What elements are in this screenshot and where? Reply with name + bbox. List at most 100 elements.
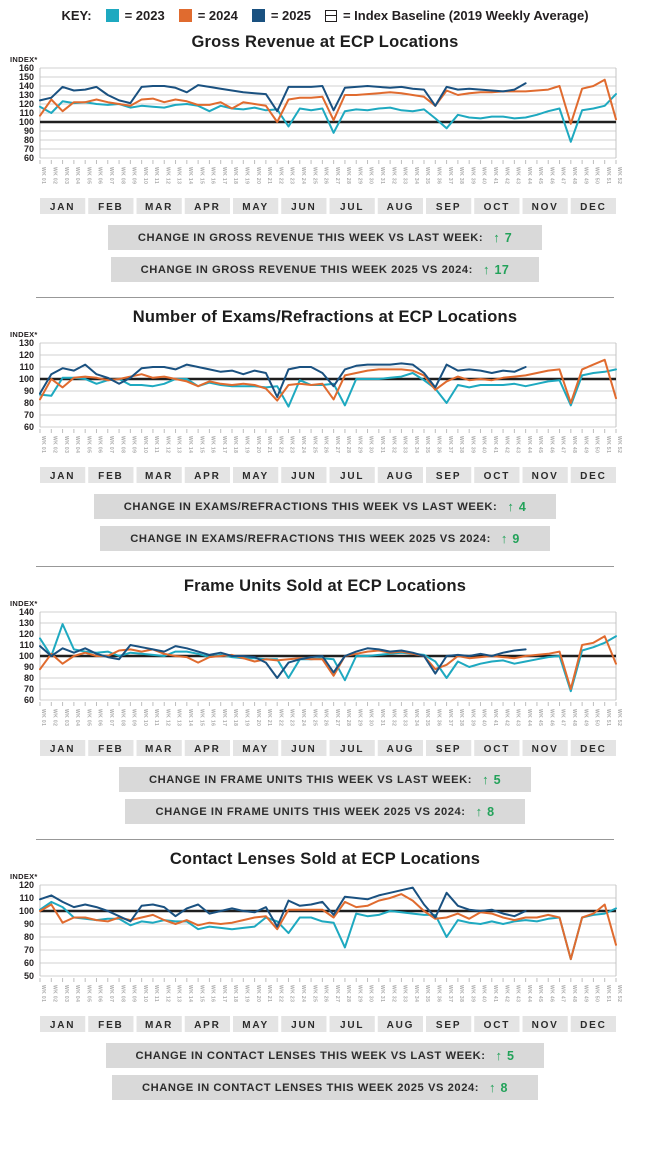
y-tick-label: 70 bbox=[24, 410, 34, 420]
week-tick-label: WK 35 bbox=[424, 436, 430, 453]
month-box bbox=[426, 740, 472, 756]
week-tick-label: WK 01 bbox=[40, 167, 46, 184]
week-tick-label: WK 42 bbox=[503, 436, 509, 453]
section-divider bbox=[36, 566, 614, 567]
month-label: DEC bbox=[580, 202, 607, 213]
week-tick-label: WK 41 bbox=[492, 985, 498, 1002]
y-tick-label: 140 bbox=[19, 81, 34, 91]
week-tick-label: WK 08 bbox=[119, 167, 125, 184]
week-tick-label: WK 37 bbox=[447, 985, 453, 1002]
month-label: JUN bbox=[291, 202, 316, 213]
callout-row: CHANGE IN EXAMS/REFRACTIONS THIS WEEK VS… bbox=[0, 494, 650, 519]
y-tick-label: 100 bbox=[19, 651, 34, 661]
week-tick-label: WK 47 bbox=[560, 985, 566, 1002]
series-2024-line bbox=[39, 893, 617, 961]
week-tick-label: WK 26 bbox=[323, 436, 329, 453]
callout-value: 5 bbox=[493, 772, 502, 787]
month-box bbox=[281, 1016, 327, 1032]
month-box bbox=[88, 1016, 134, 1032]
callout-text: CHANGE IN FRAME UNITS THIS WEEK VS LAST … bbox=[148, 773, 473, 786]
series-2024-line bbox=[39, 358, 617, 404]
week-tick-label: WK 47 bbox=[560, 709, 566, 726]
week-tick-label: WK 38 bbox=[458, 436, 464, 453]
week-tick-label: WK 25 bbox=[311, 985, 317, 1002]
index-baseline-icon bbox=[324, 9, 337, 22]
month-box bbox=[329, 1016, 375, 1032]
swatch-2025-icon bbox=[251, 9, 265, 22]
week-tick-label: WK 29 bbox=[356, 167, 362, 184]
y-tick-label: 70 bbox=[24, 144, 34, 154]
month-box bbox=[522, 1016, 568, 1032]
month-box bbox=[522, 198, 568, 214]
week-tick-label: WK 33 bbox=[402, 167, 408, 184]
week-tick-label: WK 02 bbox=[51, 436, 57, 453]
up-arrow-icon: ↑ bbox=[475, 804, 483, 819]
week-tick-label: WK 30 bbox=[368, 709, 374, 726]
swatch-2024-icon bbox=[178, 9, 192, 22]
callout-text: CHANGE IN EXAMS/REFRACTIONS THIS WEEK VS… bbox=[123, 500, 498, 513]
week-tick-label: WK 37 bbox=[447, 709, 453, 726]
month-box bbox=[426, 467, 472, 483]
series-2025-line bbox=[39, 362, 527, 398]
ecp-weekly-index-dashboard: KEY: = 2023 = 2024 = 2025 = Index Baseli… bbox=[0, 8, 650, 1100]
month-label: MAY bbox=[242, 1020, 269, 1031]
month-label: OCT bbox=[484, 471, 511, 482]
week-tick-label: WK 25 bbox=[311, 167, 317, 184]
month-label: NOV bbox=[532, 744, 559, 755]
chart-title-gross-revenue: Gross Revenue at ECP Locations bbox=[191, 33, 459, 51]
month-box bbox=[329, 198, 375, 214]
callout-value: 4 bbox=[518, 499, 527, 514]
callout-value: 17 bbox=[494, 262, 510, 277]
callout-gross-revenue-yoy: CHANGE IN GROSS REVENUE THIS WEEK 2025 V… bbox=[110, 257, 540, 282]
week-tick-label: WK 40 bbox=[481, 709, 487, 726]
week-tick-label: WK 29 bbox=[356, 985, 362, 1002]
week-tick-label: WK 52 bbox=[616, 709, 622, 726]
y-tick-label: 90 bbox=[24, 919, 34, 929]
y-tick-label: 80 bbox=[24, 932, 34, 942]
y-tick-label: 80 bbox=[24, 135, 34, 145]
week-tick-label: WK 35 bbox=[424, 709, 430, 726]
week-tick-label: WK 09 bbox=[131, 167, 137, 184]
month-label: JUL bbox=[340, 1020, 364, 1031]
week-tick-label: WK 20 bbox=[255, 985, 261, 1002]
callout-value: 8 bbox=[487, 804, 495, 819]
chart-title-contacts: Contact Lenses Sold at ECP Locations bbox=[169, 850, 481, 868]
week-tick-label: WK 13 bbox=[176, 709, 182, 726]
month-box bbox=[474, 467, 520, 483]
month-label: JAN bbox=[50, 744, 75, 755]
week-tick-label: WK 11 bbox=[153, 436, 159, 453]
week-tick-label: WK 45 bbox=[537, 167, 543, 184]
week-tick-label: WK 43 bbox=[515, 167, 521, 184]
week-tick-label: WK 47 bbox=[560, 436, 566, 453]
callout-text: CHANGE IN FRAME UNITS THIS WEEK 2025 VS … bbox=[155, 805, 466, 818]
week-tick-label: WK 33 bbox=[402, 985, 408, 1002]
month-label: NOV bbox=[532, 471, 559, 482]
week-tick-label: WK 15 bbox=[198, 167, 204, 184]
month-label: JUN bbox=[291, 1020, 316, 1031]
callout-row: CHANGE IN FRAME UNITS THIS WEEK 2025 VS … bbox=[0, 799, 650, 824]
month-box bbox=[329, 740, 375, 756]
week-tick-label: WK 44 bbox=[526, 436, 532, 453]
month-label: AUG bbox=[387, 1020, 415, 1031]
chart-contacts: INDEX* 50 60 70 80 90 100 110 120 WK 01 WK 02 WK 03… bbox=[0, 869, 650, 1036]
callout-gross-revenue-wow: CHANGE IN GROSS REVENUE THIS WEEK VS LAS… bbox=[107, 225, 543, 250]
week-tick-label: WK 10 bbox=[142, 709, 148, 726]
week-tick-label: WK 28 bbox=[345, 985, 351, 1002]
month-box bbox=[40, 740, 86, 756]
callout-row: CHANGE IN FRAME UNITS THIS WEEK VS LAST … bbox=[0, 767, 650, 792]
week-tick-label: WK 29 bbox=[356, 436, 362, 453]
y-tick-label: 80 bbox=[24, 398, 34, 408]
series-2025-line bbox=[39, 886, 527, 928]
week-tick-label: WK 12 bbox=[164, 709, 170, 726]
week-tick-label: WK 50 bbox=[594, 709, 600, 726]
up-arrow-icon: ↑ bbox=[495, 1048, 503, 1063]
month-box bbox=[570, 198, 616, 214]
week-tick-label: WK 35 bbox=[424, 167, 430, 184]
week-tick-label: WK 06 bbox=[97, 436, 103, 453]
month-box bbox=[377, 467, 423, 483]
y-tick-label: 70 bbox=[24, 945, 34, 955]
callout-text: CHANGE IN GROSS REVENUE THIS WEEK VS LAS… bbox=[137, 231, 484, 244]
up-arrow-icon: ↑ bbox=[489, 1080, 496, 1095]
week-tick-label: WK 16 bbox=[210, 709, 216, 726]
week-tick-label: WK 15 bbox=[198, 436, 204, 453]
